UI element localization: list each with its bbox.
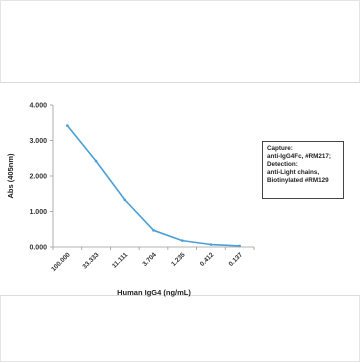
legend-line-1: Capture: xyxy=(267,145,293,152)
y-axis-title: Abs (405nm) xyxy=(6,153,15,199)
x-tick-label: 33.333 xyxy=(81,251,100,270)
data-point xyxy=(152,229,155,232)
series-line xyxy=(66,125,240,247)
legend-box: Capture: anti-IgG4Fc, #RM217; Detection:… xyxy=(262,141,344,199)
y-tick-label: 1.000 xyxy=(29,209,47,216)
data-point xyxy=(180,239,184,242)
legend-line-3: Detection: xyxy=(267,161,298,168)
x-tick-label: 1.235 xyxy=(170,251,187,268)
x-tick-label: 0.137 xyxy=(228,251,245,268)
data-point xyxy=(66,124,69,127)
x-tick-label: 100.000 xyxy=(50,251,72,273)
data-point xyxy=(123,198,127,202)
y-tick-label: 4.000 xyxy=(29,103,47,110)
x-tick-label: 0.412 xyxy=(199,251,216,268)
x-axis: 100.000 33.333 11.111 3.704 1.235 0.412 0.137 xyxy=(50,246,255,273)
x-tick-label: 11.111 xyxy=(111,251,130,270)
y-tick-label: 0.000 xyxy=(29,245,47,252)
data-point xyxy=(94,159,98,163)
y-tick-label: 3.000 xyxy=(29,138,47,145)
legend-line-5: Biotinylated #RM129 xyxy=(267,177,329,184)
data-point xyxy=(238,244,241,248)
series-line-group xyxy=(66,124,241,248)
legend-line-2: anti-IgG4Fc, #RM217; xyxy=(267,153,332,160)
data-point xyxy=(209,243,213,246)
chart-panel: 0.000 1.000 2.000 3.000 4.000 100.000 33.333 1… xyxy=(0,82,360,297)
legend-line-4: anti-Light chains, xyxy=(267,169,320,176)
y-axis: 0.000 1.000 2.000 3.000 4.000 xyxy=(29,103,54,252)
x-axis-title: Human IgG4 (ng/mL) xyxy=(117,288,191,297)
x-tick-label: 3.704 xyxy=(141,251,158,268)
y-tick-label: 2.000 xyxy=(29,174,47,181)
